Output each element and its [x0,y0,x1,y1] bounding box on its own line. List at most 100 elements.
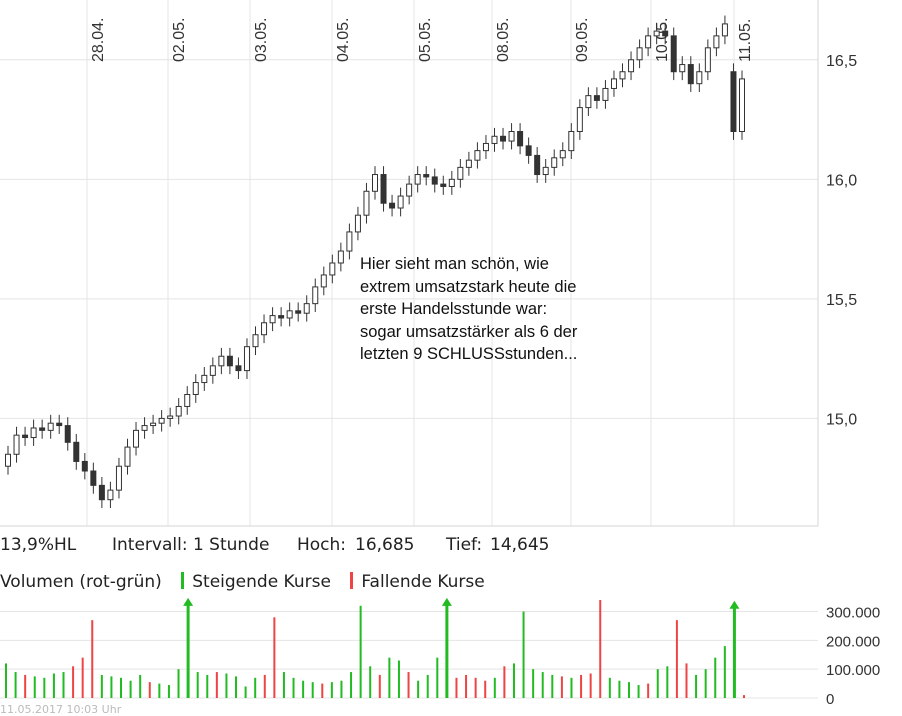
candle-body [534,154,541,176]
candle-body [141,425,148,431]
x-tick-label: 10.05. [654,18,671,62]
volume-bar [100,674,103,698]
volume-bar [627,682,630,698]
candle-body [739,78,745,132]
volume-bar [397,660,400,698]
candle-body [653,30,660,37]
candle-body [500,135,507,142]
candle-body [209,365,216,376]
volume-bar [62,672,65,698]
volume-bar [695,674,698,698]
volume-bar [599,600,602,698]
volume-bar [522,611,525,698]
candle-body [303,303,310,314]
low-label: Tief: [446,535,483,555]
candle-body [184,394,191,407]
candle-body [482,142,489,152]
volume-bar [560,676,563,698]
candle-body [551,157,558,168]
volume-bar [273,617,276,698]
rising-swatch-icon [181,572,185,589]
volume-bar [732,605,736,698]
x-tick-label: 05.05. [417,18,434,62]
candle-body [517,131,524,147]
candle-body [346,231,353,252]
candle-body [30,427,37,439]
volume-tick-label: 100.000 [826,662,880,679]
volume-bar [139,674,142,698]
volume-bar [436,657,439,698]
candle-body [636,47,643,61]
candlestick-series [5,15,745,509]
volume-bar [465,674,468,698]
volume-bar [743,695,745,698]
volume-bar [637,685,640,698]
candle-body [542,166,549,176]
candle-body [431,176,438,185]
candle-body [568,131,575,152]
candle-body [610,78,617,89]
volume-bar [647,683,650,698]
annotation-line: Hier sieht man schön, wie [360,255,549,273]
interval-label: Intervall: 1 Stunde [112,535,270,555]
candle-body [13,434,20,455]
volume-bar [14,672,17,698]
volume-bar [177,669,180,698]
legend-rising: Steigende Kurse [192,572,331,592]
volume-bar [254,677,257,698]
candle-body [295,310,302,314]
candle-body [559,150,566,159]
volume-bar [311,682,314,698]
candle-body [320,274,327,288]
candle-body [226,355,233,367]
volume-bar [685,663,688,698]
candle-body [721,23,728,37]
candle-body [372,174,378,192]
volume-bar [167,685,170,698]
volume-bar [225,673,228,698]
candle-body [47,422,54,431]
volume-bar [714,657,717,698]
candle-body [337,250,344,264]
candle-body [593,95,600,101]
candle-body [22,434,29,439]
volume-bar [330,682,333,698]
volume-bar [302,680,305,698]
volume-bar [551,674,554,698]
candle-body [192,382,199,395]
volume-bar [72,666,75,698]
change-percent: 13,9%HL [0,535,77,555]
volume-bar [33,676,36,698]
x-tick-label: 02.05. [171,18,188,62]
volume-bar [589,673,592,698]
volume-bar [263,674,266,698]
candle-body [269,315,276,324]
volume-tick-label: 200.000 [826,633,880,650]
candle-body [175,405,182,417]
candle-body [406,183,413,197]
volume-bar [512,663,515,698]
volume-bar [110,676,113,698]
price-grid [0,0,819,527]
candle-body [730,71,737,132]
candle-body [397,195,404,209]
candle-body [414,174,421,185]
candle-body [628,59,635,73]
price-tick-label: 16,5 [826,53,857,70]
volume-bar [445,602,449,698]
x-tick-label: 09.05. [574,18,591,62]
candle-body [90,470,97,486]
volume-tick-label: 300.000 [826,605,880,622]
falling-swatch-icon [350,572,354,589]
candle-body [380,174,387,204]
candle-body [150,422,157,427]
volume-bar [206,674,209,698]
candle-body [713,35,720,49]
candle-body [662,30,669,37]
candle-body [457,166,464,180]
volume-bar [359,605,362,698]
volume-legend: Volumen (rot-grün) Steigende Kurse Falle… [0,572,485,592]
candle-body [645,35,652,49]
candle-body [158,417,165,424]
